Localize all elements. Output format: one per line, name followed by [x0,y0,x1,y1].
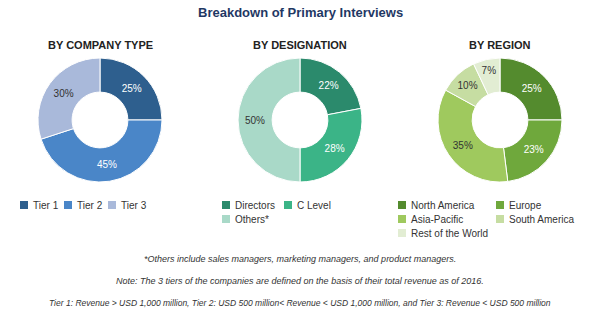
svg-text:25%: 25% [122,83,142,94]
svg-text:Asia-Pacific: Asia-Pacific [411,214,463,225]
svg-text:*Others include sales managers: *Others include sales managers, marketin… [144,254,456,264]
svg-text:Tier 1: Revenue > USD 1,000 mi: Tier 1: Revenue > USD 1,000 million, Tie… [49,298,551,308]
svg-text:North America: North America [411,200,475,211]
svg-text:45%: 45% [97,159,117,170]
svg-text:Tier 2: Tier 2 [77,200,103,211]
svg-text:Others*: Others* [235,214,269,225]
svg-text:28%: 28% [325,143,345,154]
svg-text:Note: The 3 tiers of the compa: Note: The 3 tiers of the companies are d… [116,276,484,286]
svg-text:50%: 50% [245,115,265,126]
svg-text:35%: 35% [453,140,473,151]
svg-text:South America: South America [509,214,574,225]
svg-text:22%: 22% [319,80,339,91]
svg-text:BY REGION: BY REGION [469,39,531,51]
svg-text:Tier 1: Tier 1 [33,200,59,211]
svg-text:30%: 30% [54,88,74,99]
svg-text:Rest of the World: Rest of the World [411,228,488,239]
svg-text:25%: 25% [522,83,542,94]
svg-text:10%: 10% [458,80,478,91]
svg-text:Europe: Europe [509,200,542,211]
svg-text:BY DESIGNATION: BY DESIGNATION [253,39,347,51]
svg-text:BY COMPANY TYPE: BY COMPANY TYPE [48,39,153,51]
svg-text:Tier 3: Tier 3 [121,200,147,211]
svg-text:C Level: C Level [297,200,331,211]
svg-text:7%: 7% [482,65,497,76]
svg-text:Breakdown of Primary Interview: Breakdown of Primary Interviews [198,5,403,20]
svg-text:23%: 23% [524,144,544,155]
svg-text:Directors: Directors [235,200,275,211]
